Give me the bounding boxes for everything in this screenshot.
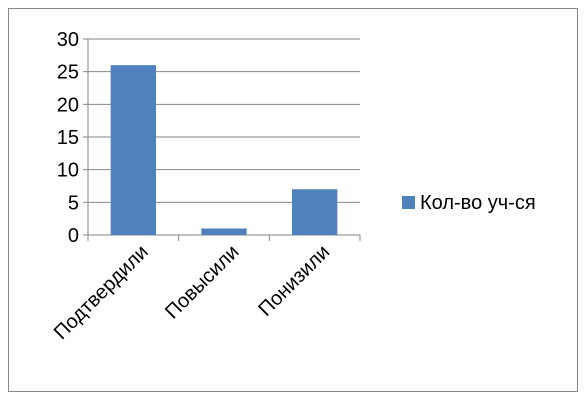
bar-1: [201, 228, 247, 235]
y-tick-label: 15: [57, 127, 79, 149]
legend-label: Кол-во уч-ся: [420, 192, 536, 214]
bar-2: [292, 189, 338, 235]
bar-chart: 0 5 10 15 20 25 30 Подтвердили Повысили Понизили К…: [50, 29, 536, 344]
chart-frame: 0 5 10 15 20 25 30 Подтвердили Повысили Понизили К…: [8, 8, 578, 392]
y-tick-label: 0: [68, 225, 79, 247]
bar-0: [110, 65, 156, 235]
legend-swatch: [402, 196, 415, 209]
x-category-label: Повысили: [161, 241, 243, 323]
y-tick-label: 5: [68, 192, 79, 214]
x-category-label: Понизили: [254, 241, 334, 321]
y-tick-label: 20: [57, 94, 79, 116]
y-tick-label: 10: [57, 160, 79, 182]
y-tick-label: 30: [57, 29, 79, 51]
y-tick-label: 25: [57, 62, 79, 84]
x-category-label: Подтвердили: [50, 241, 153, 344]
